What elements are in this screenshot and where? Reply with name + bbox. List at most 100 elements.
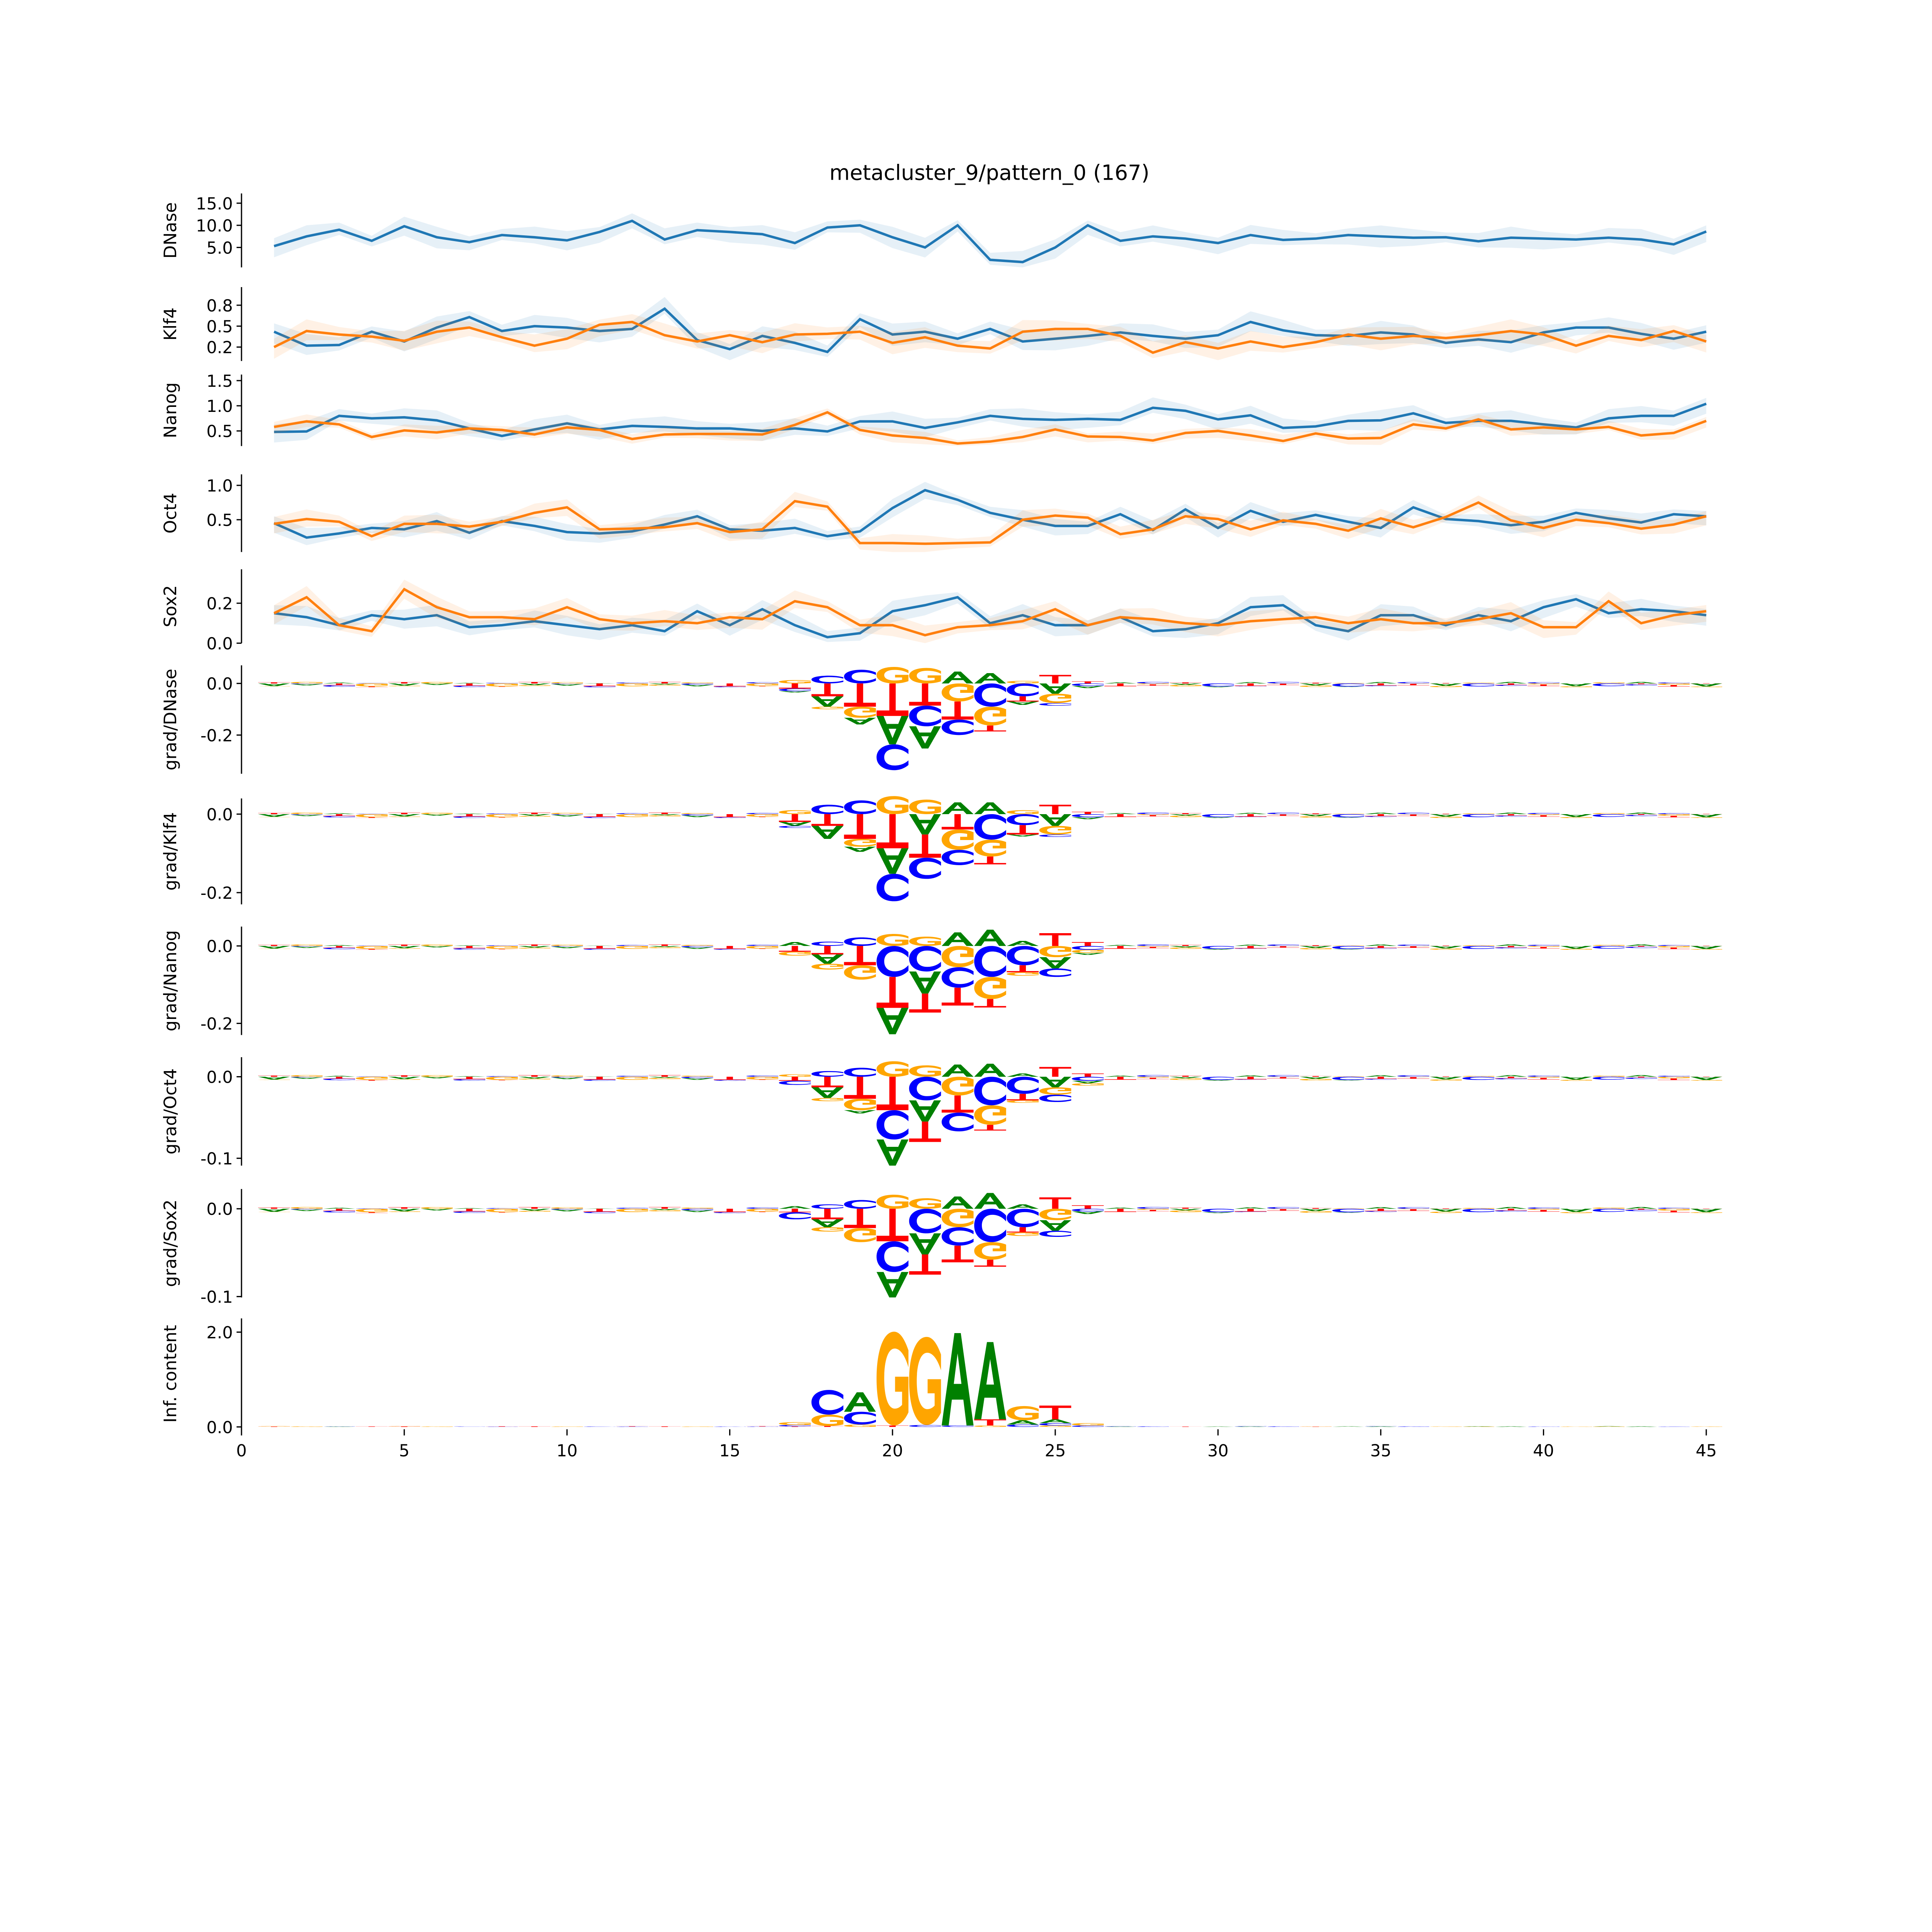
logo-letter-T	[876, 1425, 909, 1427]
logo-letter-G	[551, 1075, 583, 1077]
logo-letter-C	[1495, 947, 1527, 949]
logo-letter-A	[941, 671, 974, 684]
chart-canvas: metacluster_9/pattern_0 (167) 5.010.015.…	[160, 161, 1723, 1461]
logo-letter-A	[648, 814, 681, 815]
logo-letter-G	[1592, 945, 1625, 946]
logo-letter-G	[1071, 950, 1104, 953]
logo-letter-G	[974, 706, 1006, 726]
logo-letter-T	[1495, 683, 1527, 685]
logo-letter-A	[388, 1209, 420, 1212]
logo-letter-A	[291, 1209, 323, 1211]
logo-letter-C	[1137, 1075, 1169, 1077]
logo-letter-T	[1039, 675, 1071, 684]
x-tick-label: 15	[719, 1441, 740, 1461]
y-tick-label: 10.0	[196, 216, 233, 236]
logo-letter-G	[388, 1426, 420, 1427]
logo-letter-T	[1104, 946, 1136, 949]
logo-letter-C	[909, 1425, 941, 1427]
logo-letter-T	[1039, 1067, 1071, 1077]
y-axis-label-klf4: Klf4	[160, 308, 180, 341]
logo-letter-A	[1235, 813, 1267, 814]
logo-letter-G	[909, 668, 941, 684]
y-tick-label: 0.2	[206, 594, 233, 614]
logo-letter-G	[1007, 810, 1039, 814]
logo-letter-G	[1690, 1080, 1723, 1081]
logo-letter-T	[518, 944, 551, 946]
logo-letter-G	[291, 682, 323, 684]
series-line-orange	[274, 411, 1707, 445]
logo-letter-T	[1169, 1208, 1202, 1209]
logo-letter-T	[1104, 1077, 1136, 1080]
logo-letter-A	[648, 1077, 681, 1078]
logo-letter-G	[844, 1228, 876, 1242]
logo-letter-T	[1495, 1209, 1527, 1211]
logo-letter-T	[941, 1245, 974, 1262]
logo-letter-G	[909, 1337, 941, 1425]
logo-letter-A	[1690, 683, 1723, 687]
logo-letter-A	[1235, 944, 1267, 946]
logo-letter-G	[1592, 1208, 1625, 1209]
logo-letter-T	[811, 946, 844, 955]
logo-letter-A	[1104, 682, 1136, 684]
logo-letter-G	[1007, 1100, 1039, 1103]
logo-letter-G	[1560, 1080, 1592, 1081]
logo-letter-A	[323, 945, 355, 946]
logo-letter-T	[1071, 1205, 1104, 1209]
logo-letter-T	[1007, 1227, 1039, 1233]
logo-letter-G	[355, 814, 388, 818]
logo-letter-G	[1169, 947, 1202, 949]
logo-letter-G	[844, 1424, 876, 1427]
logo-letter-C	[941, 1425, 974, 1427]
logo-letter-G	[1690, 817, 1723, 818]
logo-letter-A	[1071, 686, 1104, 688]
logo-letter-G	[974, 977, 1006, 999]
logo-letter-G	[1137, 946, 1169, 947]
logo-letter-A	[551, 684, 583, 686]
logo-letter-G	[681, 682, 713, 684]
logo-letter-G	[388, 948, 420, 949]
logo-letter-C	[1267, 682, 1299, 684]
logo-letter-A	[681, 947, 713, 949]
logo-letter-G	[1299, 948, 1332, 950]
logo-letter-G	[1690, 1426, 1723, 1427]
logo-letter-T	[974, 1419, 1006, 1426]
logo-letter-T	[714, 814, 746, 817]
logo-letter-C	[291, 814, 323, 815]
logo-letter-G	[1299, 685, 1332, 687]
logo-letter-T	[1267, 946, 1299, 948]
logo-letter-T	[453, 814, 485, 817]
logo-letter-T	[844, 683, 876, 707]
logo-letter-G	[291, 812, 323, 814]
logo-letter-T	[1104, 683, 1136, 687]
logo-letter-C	[1365, 1079, 1397, 1080]
logo-letter-A	[1039, 957, 1071, 969]
logo-letter-A	[291, 815, 323, 816]
logo-letter-T	[714, 1209, 746, 1213]
logo-letter-A	[1625, 1075, 1657, 1077]
logo-letter-T	[1397, 1209, 1429, 1211]
logo-letter-C	[876, 1241, 909, 1272]
logo-letter-G	[291, 1075, 323, 1077]
logo-letter-G	[1169, 685, 1202, 687]
logo-letter-A	[1071, 1211, 1104, 1214]
logo-letter-A	[1039, 1419, 1071, 1423]
logo-letter-C	[583, 1212, 616, 1213]
logo-letter-T	[779, 814, 811, 822]
panel-klf4: 0.20.50.8 Klf4	[160, 287, 1707, 361]
y-axis-label-grad-dnase: grad/DNase	[160, 669, 180, 770]
logo-letter-G	[1169, 815, 1202, 817]
logo-letter-C	[583, 1080, 616, 1081]
logo-letter-A	[941, 802, 974, 814]
logo-letter-G	[746, 683, 779, 686]
logo-letter-C	[844, 937, 876, 946]
logo-letter-C	[714, 817, 746, 818]
y-axis-label-inf-content: Inf. content	[160, 1325, 180, 1423]
logo-letter-A	[1039, 683, 1071, 694]
logo-letter-T	[388, 682, 420, 684]
logo-letter-A	[974, 1342, 1006, 1420]
logo-letter-A	[941, 1064, 974, 1077]
logo-letter-A	[1007, 1420, 1039, 1425]
y-axis-label-sox2: Sox2	[160, 585, 180, 627]
logo-letter-C	[1658, 1075, 1690, 1077]
logo-letter-A	[1235, 1075, 1267, 1077]
